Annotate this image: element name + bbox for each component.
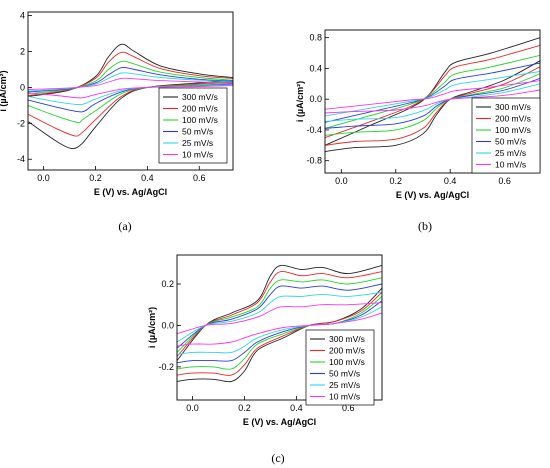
series-line-anodic-0 — [177, 264, 382, 361]
legend-entry-label: 50 mV/s — [182, 127, 213, 137]
series-line-cathodic-2 — [325, 73, 540, 136]
series-line-cathodic-1 — [177, 291, 382, 376]
y-tick-label: 0.0 — [309, 94, 322, 104]
series-line-cathodic-1 — [325, 66, 540, 146]
legend-entry-label: 200 mV/s — [182, 104, 218, 114]
legend-entry-label: 25 mV/s — [329, 380, 360, 390]
x-tick-label: 0.0 — [37, 173, 50, 183]
panel-label-b: (b) — [418, 219, 432, 233]
y-tick-label: 0.2 — [161, 279, 174, 289]
series-line-anodic-5 — [28, 77, 233, 91]
chart-panel-a: 0.0 0.2 0.4 0.6 -4 -2 0 2 4 E (V) vs. Ag/AgCl i (µ… — [0, 11, 234, 197]
y-axis-label: i (µA/cm²) — [147, 307, 157, 348]
legend-box — [158, 87, 228, 164]
series-line-cathodic-2 — [28, 82, 233, 123]
x-tick-label: 0.2 — [238, 403, 251, 413]
x-tick-label: 0.0 — [186, 403, 199, 413]
y-axis-label: i (µA/cm²) — [295, 81, 305, 122]
series-line-anodic-4 — [177, 291, 382, 343]
legend-entry-label: 10 mV/s — [182, 150, 213, 160]
legend-entry-label: 200 mV/s — [329, 346, 365, 356]
series-line-anodic-0 — [325, 37, 540, 146]
y-axis-label: i (µA/cm²) — [0, 70, 8, 111]
y-tick-label: -2 — [17, 118, 25, 128]
cv-curves — [28, 43, 233, 149]
series-line-cathodic-5 — [325, 89, 540, 114]
cv-curves — [325, 37, 540, 152]
chart-panel-c: 0.0 0.2 0.4 0.6 -0.2 0.0 0.2 E (V) vs. Ag/AgCl i… — [147, 254, 383, 427]
cv-curves — [177, 264, 382, 383]
series-line-cathodic-5 — [28, 85, 233, 99]
chart-panel-b: 0.0 0.2 0.4 0.6 -0.8 -0.4 0.0 0.4 0.8 E (V) vs. A… — [295, 29, 541, 200]
legend-box — [305, 329, 375, 406]
y-tick-label: 4 — [20, 11, 25, 21]
legend-entry-label: 300 mV/s — [329, 334, 365, 344]
x-tick-label: 0.2 — [390, 176, 403, 186]
legend-box — [471, 97, 541, 174]
y-tick-label: -0.2 — [158, 362, 174, 372]
legend-entry-label: 25 mV/s — [495, 148, 526, 158]
plot-frame — [176, 254, 383, 401]
legend-entry-label: 25 mV/s — [182, 138, 213, 148]
series-line-cathodic-4 — [325, 83, 540, 122]
series-line-anodic-4 — [325, 71, 540, 117]
series-line-cathodic-0 — [28, 80, 233, 149]
legend-entry-label: 10 mV/s — [329, 392, 360, 402]
panel-label-a: (a) — [118, 219, 131, 233]
y-tick-label: 0.0 — [161, 320, 174, 330]
series-line-anodic-1 — [325, 44, 540, 139]
series-line-anodic-2 — [177, 277, 382, 353]
series-line-cathodic-1 — [28, 81, 233, 137]
series-line-cathodic-5 — [177, 312, 382, 347]
legend-entry-label: 50 mV/s — [329, 369, 360, 379]
legend-entry-label: 100 mV/s — [182, 115, 218, 125]
series-line-anodic-5 — [325, 80, 540, 110]
x-axis-label: E (V) vs. Ag/AgCl — [396, 190, 469, 200]
x-tick-label: 0.6 — [193, 173, 206, 183]
x-tick-label: 0.4 — [141, 173, 154, 183]
y-tick-label: -0.8 — [306, 156, 322, 166]
y-tick-label: 0 — [20, 82, 25, 92]
series-line-anodic-1 — [177, 270, 382, 357]
plot-frame — [27, 11, 234, 171]
x-tick-label: 0.6 — [498, 176, 511, 186]
legend-entry-label: 50 mV/s — [495, 137, 526, 147]
series-line-cathodic-3 — [325, 77, 540, 129]
series-line-anodic-5 — [177, 302, 382, 335]
y-tick-label: -0.4 — [306, 125, 322, 135]
x-tick-label: 0.0 — [335, 176, 348, 186]
series-line-anodic-2 — [325, 54, 540, 129]
legend-entry-label: 300 mV/s — [495, 102, 531, 112]
legend-entry-label: 100 mV/s — [329, 357, 365, 367]
x-tick-label: 0.6 — [342, 403, 355, 413]
x-tick-label: 0.2 — [89, 173, 102, 183]
series-line-cathodic-0 — [325, 60, 540, 152]
legend-entry-label: 200 mV/s — [495, 114, 531, 124]
y-tick-label: 0.4 — [309, 63, 322, 73]
series-line-anodic-3 — [177, 283, 382, 349]
legend-entry-label: 100 mV/s — [495, 125, 531, 135]
x-axis-label: E (V) vs. Ag/AgCl — [94, 187, 167, 197]
x-axis-label: E (V) vs. Ag/AgCl — [243, 417, 316, 427]
y-tick-label: 2 — [20, 47, 25, 57]
y-tick-label: -4 — [17, 154, 25, 164]
x-tick-label: 0.4 — [290, 403, 303, 413]
x-tick-label: 0.4 — [444, 176, 457, 186]
legend-entry-label: 300 mV/s — [182, 92, 218, 102]
legend-entry-label: 10 mV/s — [495, 160, 526, 170]
panel-label-c: (c) — [271, 451, 284, 465]
y-tick-label: 0.8 — [309, 33, 322, 43]
series-line-anodic-3 — [325, 62, 540, 123]
